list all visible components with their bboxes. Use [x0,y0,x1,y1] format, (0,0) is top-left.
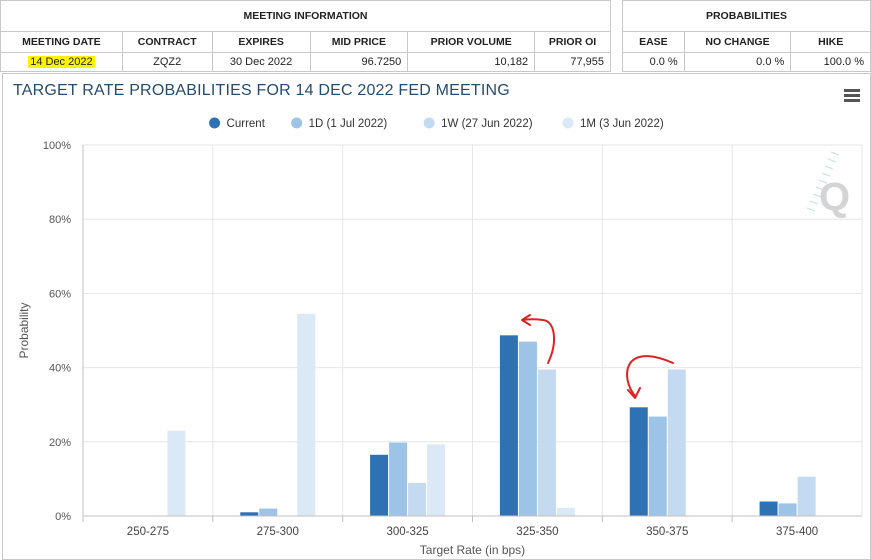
y-tick-label: 0% [55,511,71,523]
col-contract: CONTRACT [121,31,213,53]
axis-layer: 0% 20% 40% 60% 80% 100% 250-275 275-300 300-325 3… [17,140,862,557]
col-meeting-date: MEETING DATE [0,31,123,53]
bar-325-350-0 [499,335,518,516]
watermark-stroke [824,165,834,170]
legend-label: 1M (3 Jun 2022) [580,118,664,130]
annotation-arrow-2 [626,355,674,397]
bar-300-325-2 [408,482,427,516]
y-tick-label: 100% [43,140,71,152]
watermark-stroke [827,158,837,163]
bar-275-300-0 [240,512,259,516]
grid-layer [82,144,863,517]
chart-panel: Q 0% 20% 40% 60% 80% 100% 250-275 275-300 300-32… [2,73,871,560]
prior-volume-cell: 10,182 [407,52,536,72]
mid-price-cell: 96.7250 [309,52,409,72]
bar-300-325-1 [389,442,408,516]
watermark-stroke [809,200,819,205]
col-expires: EXPIRES [211,31,311,53]
probabilities-header: PROBABILITIES [622,0,871,32]
bar-350-375-2 [667,369,686,516]
legend-label: 1W (27 Jun 2022) [441,118,533,130]
meeting-date-cell: 14 Dec 2022 [0,52,123,72]
meeting-date-value: 14 Dec 2022 [28,56,95,68]
y-axis-title: Probability [17,302,31,358]
x-tick-label: 300-325 [386,526,428,538]
expires-cell: 30 Dec 2022 [211,52,311,72]
legend: Current 1D (1 Jul 2022) 1W (27 Jun 2022) 1M… [209,117,664,130]
hike-cell: 100.0 % [790,52,871,72]
legend-marker [291,117,303,129]
legend-marker [423,117,435,129]
bar-325-350-2 [537,369,556,516]
x-tick-label: 350-375 [646,526,688,538]
red-annotations [521,314,674,399]
col-mid-price: MID PRICE [309,31,409,53]
y-tick-label: 60% [49,288,71,300]
watermark-stroke [806,207,816,212]
watermark-stroke [818,179,828,184]
watermark-logo: Q [806,151,850,219]
watermark-q: Q [819,175,850,219]
watermark-stroke [815,186,825,191]
bar-275-300-3 [297,313,316,516]
x-tick-label: 275-300 [257,526,299,538]
legend-marker [209,117,221,129]
watermark-stroke [830,151,840,156]
col-prior-volume: PRIOR VOLUME [407,31,536,53]
no-change-cell: 0.0 % [683,52,792,72]
bar-375-400-2 [797,476,816,516]
x-tick-label: 250-275 [127,526,169,538]
col-prior-oi: PRIOR OI [534,31,611,53]
contract-cell: ZQZ2 [121,52,213,72]
chart-title: TARGET RATE PROBABILITIES FOR 14 DEC 202… [13,82,510,99]
bar-375-400-0 [759,501,778,516]
x-tick-label: 375-400 [776,526,818,538]
legend-label: Current [227,118,266,130]
x-axis-title: Target Rate (in bps) [420,543,525,557]
legend-marker [562,117,574,129]
probabilities-table: PROBABILITIES EASE NO CHANGE HIKE 0.0 % … [622,0,871,72]
watermark-stroke [821,172,831,177]
y-tick-label: 40% [49,363,71,375]
meeting-information-table: MEETING INFORMATION MEETING DATE CONTRAC… [0,0,611,72]
table-row: 14 Dec 2022 ZQZ2 30 Dec 2022 96.7250 10,… [0,52,611,72]
annotation-arrowhead-1 [521,314,531,326]
bar-250-275-3 [167,430,186,516]
y-tick-label: 80% [49,214,71,226]
bar-375-400-1 [778,503,797,516]
target-rate-chart: Q 0% 20% 40% 60% 80% 100% 250-275 275-300 300-32… [17,117,863,557]
annotation-arrow-1 [522,318,555,364]
bar-350-375-0 [629,407,648,516]
prior-oi-cell: 77,955 [534,52,611,72]
legend-label: 1D (1 Jul 2022) [309,118,388,130]
x-tick-label: 325-350 [516,526,558,538]
y-tick-label: 20% [49,437,71,449]
hamburger-menu-icon[interactable] [844,89,860,103]
ease-cell: 0.0 % [622,52,685,72]
bar-325-350-3 [556,507,575,516]
col-hike: HIKE [790,31,871,53]
bar-275-300-1 [259,508,278,516]
bar-300-325-3 [427,444,446,516]
bar-300-325-0 [370,454,389,516]
bar-325-350-1 [518,341,537,516]
watermark-stroke [812,193,822,198]
annotation-arrowhead-2 [627,387,641,399]
table-row: 0.0 % 0.0 % 100.0 % [622,52,871,72]
meeting-information-header: MEETING INFORMATION [0,0,611,32]
bar-350-375-1 [648,416,667,516]
col-ease: EASE [622,31,685,53]
bars-layer [167,313,816,516]
col-no-change: NO CHANGE [683,31,792,53]
